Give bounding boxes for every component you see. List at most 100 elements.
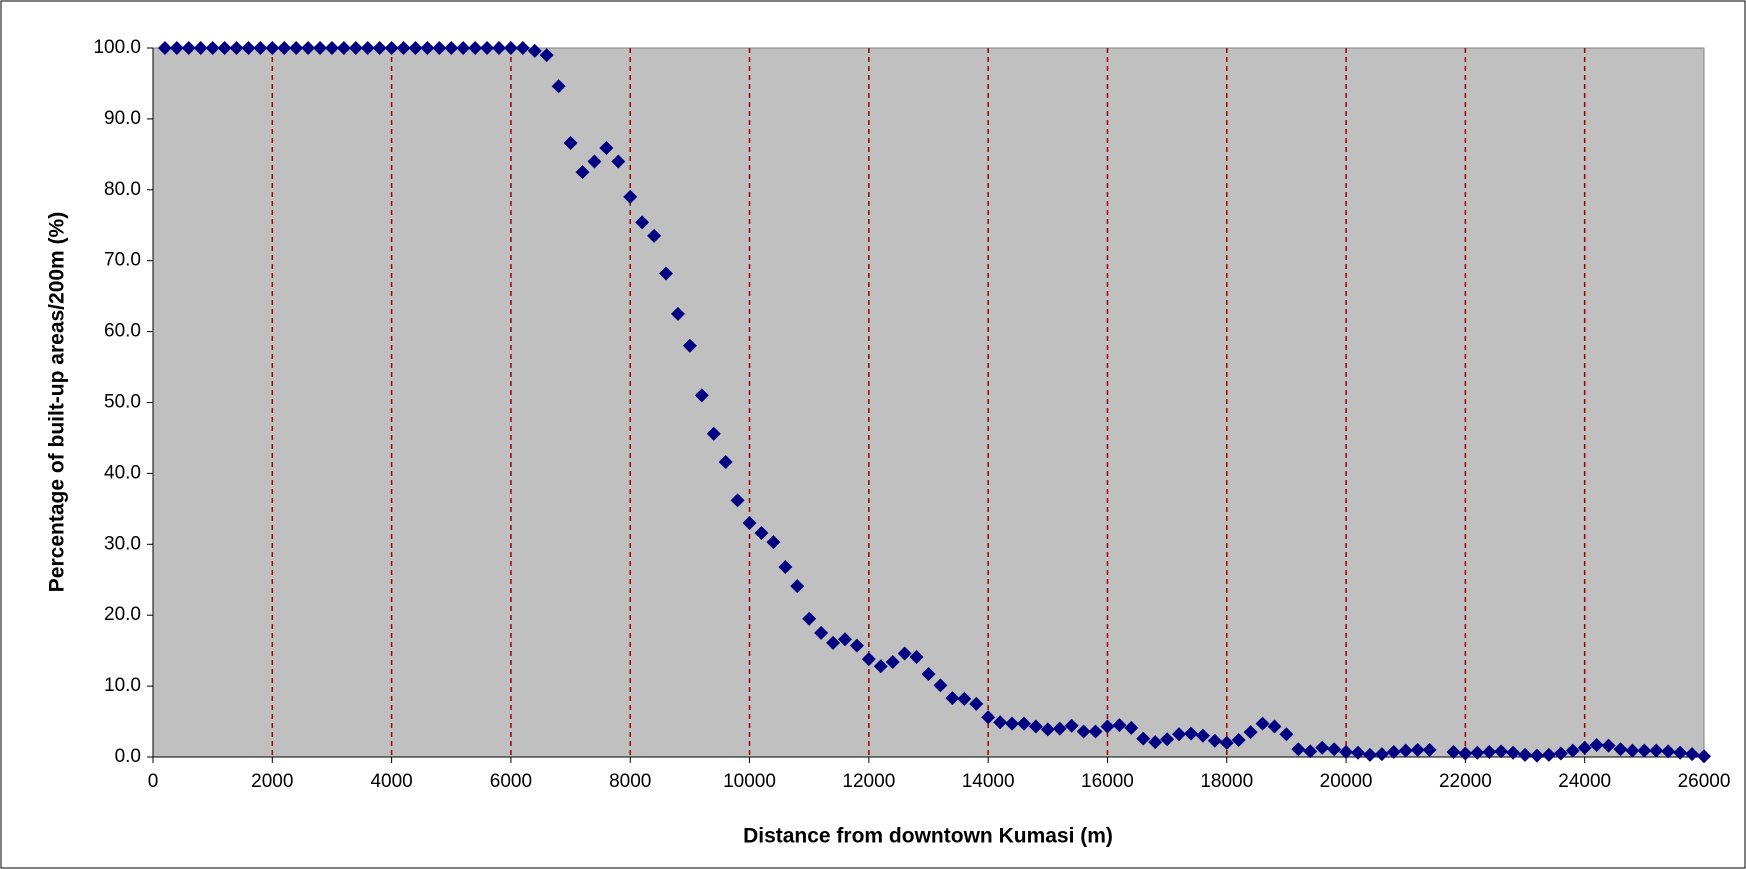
y-tick-label: 90.0 bbox=[104, 108, 141, 129]
point bbox=[837, 632, 852, 647]
point bbox=[253, 41, 268, 55]
point bbox=[993, 715, 1008, 730]
y-tick-label: 50.0 bbox=[104, 392, 141, 413]
point bbox=[599, 140, 614, 155]
x-tick-label: 4000 bbox=[370, 771, 412, 792]
point bbox=[778, 559, 793, 574]
point bbox=[193, 41, 208, 55]
point bbox=[539, 48, 554, 63]
point bbox=[1100, 719, 1115, 734]
x-tick-label: 6000 bbox=[490, 771, 532, 792]
point bbox=[456, 41, 471, 55]
point bbox=[1005, 716, 1020, 731]
point bbox=[217, 41, 232, 55]
point bbox=[169, 41, 184, 55]
plot-area bbox=[152, 47, 1705, 758]
x-axis-title: Distance from downtown Kumasi (m) bbox=[743, 825, 1113, 848]
point bbox=[444, 41, 459, 55]
point bbox=[1291, 742, 1306, 757]
point bbox=[551, 79, 566, 94]
point bbox=[408, 41, 423, 55]
point bbox=[157, 41, 172, 55]
point bbox=[909, 650, 924, 665]
y-tick-label: 70.0 bbox=[104, 250, 141, 271]
point bbox=[706, 426, 721, 441]
y-tick-label: 30.0 bbox=[104, 533, 141, 554]
point bbox=[1028, 719, 1043, 734]
point bbox=[372, 41, 387, 55]
point bbox=[1518, 747, 1533, 762]
x-tick-label: 8000 bbox=[609, 771, 651, 792]
point bbox=[480, 41, 495, 55]
point bbox=[384, 41, 399, 55]
point bbox=[1124, 720, 1139, 735]
point bbox=[205, 41, 220, 55]
point bbox=[1446, 745, 1461, 760]
point bbox=[360, 41, 375, 55]
point bbox=[491, 41, 506, 55]
point bbox=[849, 638, 864, 653]
point bbox=[1577, 740, 1592, 755]
point bbox=[1052, 721, 1067, 736]
point bbox=[611, 154, 626, 169]
point bbox=[1553, 746, 1568, 761]
point bbox=[814, 625, 829, 640]
point bbox=[730, 493, 745, 508]
x-tick-label: 2000 bbox=[251, 771, 293, 792]
x-tick-label: 12000 bbox=[842, 771, 895, 792]
point bbox=[754, 525, 769, 540]
point bbox=[277, 41, 292, 55]
point bbox=[1064, 718, 1079, 733]
point bbox=[1136, 731, 1151, 746]
point bbox=[575, 165, 590, 180]
y-tick-label: 0.0 bbox=[115, 746, 141, 767]
point bbox=[1219, 735, 1234, 750]
point bbox=[694, 388, 709, 403]
point bbox=[1088, 724, 1103, 739]
point bbox=[515, 41, 530, 55]
y-tick-label: 20.0 bbox=[104, 604, 141, 625]
point bbox=[921, 667, 936, 682]
point bbox=[1482, 745, 1497, 760]
x-tick-label: 24000 bbox=[1558, 771, 1611, 792]
point bbox=[933, 678, 948, 693]
point bbox=[1279, 727, 1294, 742]
point bbox=[289, 41, 304, 55]
point bbox=[1327, 742, 1342, 757]
point bbox=[1458, 746, 1473, 761]
point bbox=[563, 136, 578, 151]
point bbox=[1040, 722, 1055, 737]
point bbox=[1231, 732, 1246, 747]
point bbox=[826, 635, 841, 650]
point bbox=[957, 691, 972, 706]
point bbox=[527, 43, 542, 58]
point bbox=[324, 41, 339, 55]
point bbox=[229, 41, 244, 55]
point bbox=[1697, 749, 1711, 764]
point bbox=[313, 41, 328, 55]
point bbox=[1541, 747, 1556, 762]
point bbox=[1016, 716, 1031, 731]
point bbox=[1470, 745, 1485, 760]
x-tick-label: 26000 bbox=[1678, 771, 1731, 792]
point bbox=[432, 41, 447, 55]
point bbox=[396, 41, 411, 55]
point bbox=[1589, 737, 1604, 752]
point bbox=[301, 41, 316, 55]
point bbox=[682, 338, 697, 353]
point bbox=[420, 41, 435, 55]
y-tick-label: 60.0 bbox=[104, 321, 141, 342]
point bbox=[1673, 745, 1688, 760]
point bbox=[873, 659, 888, 674]
point bbox=[1255, 716, 1270, 731]
point bbox=[587, 154, 602, 169]
point bbox=[861, 652, 876, 667]
point bbox=[1565, 743, 1580, 758]
point bbox=[1339, 745, 1354, 760]
point bbox=[348, 41, 363, 55]
y-tick-label: 10.0 bbox=[104, 675, 141, 696]
point bbox=[1374, 747, 1389, 762]
point bbox=[969, 696, 984, 711]
point bbox=[670, 306, 685, 321]
